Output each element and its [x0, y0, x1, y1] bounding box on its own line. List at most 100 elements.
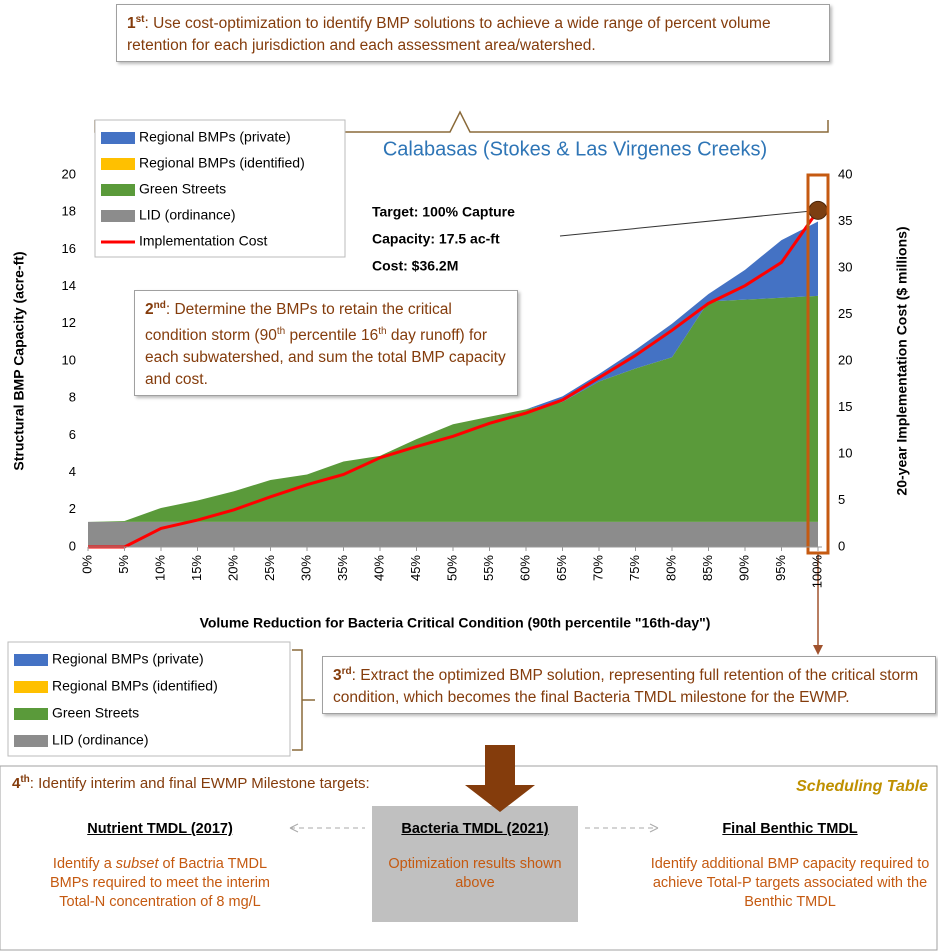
text: 4 — [12, 775, 21, 792]
text: Identify additional BMP capacity require… — [650, 856, 930, 910]
x-tick-label: 65% — [554, 555, 569, 581]
text: Final Benthic TMDL — [722, 821, 858, 837]
legend-label: Regional BMPs (identified) — [52, 678, 218, 694]
legend-label: Green Streets — [52, 705, 139, 721]
legend-label: Regional BMPs (identified) — [139, 155, 305, 171]
x-tick-label: 55% — [481, 555, 496, 581]
callout-text: Target: 100% Capture — [372, 204, 515, 220]
schedule-column: Final Benthic TMDL Identify additional BM… — [640, 820, 938, 912]
x-tick-label: 40% — [371, 555, 386, 581]
y2-axis-label: 20-year Implementation Cost ($ millions) — [894, 226, 910, 495]
y-tick-label: 10 — [62, 352, 76, 367]
y-tick-label: 8 — [69, 390, 76, 405]
schedule-column: Bacteria TMDL (2021) Optimization results… — [375, 820, 575, 893]
text: : Use cost-optimization to identify BMP … — [127, 15, 771, 55]
y2-tick-label: 20 — [838, 352, 852, 367]
cost-line — [88, 209, 820, 549]
text: st — [135, 14, 145, 25]
x-tick-label: 20% — [225, 555, 240, 581]
y2-tick-label: 30 — [838, 259, 852, 274]
plot — [88, 209, 820, 549]
legend — [7, 641, 291, 757]
y2-tick-label: 15 — [838, 399, 852, 414]
legend-swatch — [14, 681, 48, 693]
schedule-column: Nutrient TMDL (2017) Identify a subset of… — [35, 820, 285, 912]
x-tick-label: 85% — [700, 555, 715, 581]
step-box: 2nd: Determine the BMPs to retain the cr… — [134, 290, 518, 397]
legend-swatch — [14, 654, 48, 666]
y-tick-label: 16 — [62, 241, 76, 256]
y-axis-label: Structural BMP Capacity (acre-ft) — [11, 251, 27, 470]
x-tick-label: 100% — [809, 555, 824, 589]
legend-label: Implementation Cost — [139, 233, 268, 249]
step-box: 3rd: Extract the optimized BMP solution,… — [322, 656, 936, 715]
legend-swatch — [14, 735, 48, 747]
text: subset — [115, 856, 159, 872]
y-tick-label: 18 — [62, 204, 76, 219]
y2-tick-label: 35 — [838, 213, 852, 228]
text: rd — [341, 666, 352, 677]
chart-title: Calabasas (Stokes & Las Virgenes Creeks) — [383, 138, 767, 160]
area — [88, 521, 818, 547]
x-tick-label: 25% — [262, 555, 277, 581]
text: nd — [153, 300, 166, 311]
y-tick-label: 0 — [69, 538, 76, 553]
x-tick-label: 0% — [79, 555, 94, 574]
x-axis-label: Volume Reduction for Bacteria Critical C… — [200, 615, 711, 631]
legend-label: Green Streets — [139, 181, 226, 197]
legend — [94, 119, 346, 258]
x-tick-label: 70% — [590, 555, 605, 581]
schedule-title: Scheduling Table — [796, 778, 928, 795]
text: : Determine the BMPs to retain the criti… — [145, 301, 452, 345]
text: : Extract the optimized BMP solution, re… — [333, 667, 919, 707]
x-tick-label: 5% — [116, 555, 131, 574]
text: : Identify interim and final EWMP Milest… — [29, 775, 370, 792]
x-tick-label: 75% — [627, 555, 642, 581]
y2-tick-label: 0 — [838, 538, 845, 553]
y2-tick-label: 5 — [838, 492, 845, 507]
legend-swatch — [14, 708, 48, 720]
legend-swatch — [101, 132, 135, 144]
legend-label: LID (ordinance) — [139, 207, 236, 223]
x-tick-label: 95% — [773, 555, 788, 581]
arrowhead — [813, 645, 823, 655]
y-tick-label: 2 — [69, 501, 76, 516]
callout-text: Cost: $36.2M — [372, 258, 458, 274]
arrowhead — [649, 823, 659, 833]
column-text: Identify additional BMP capacity require… — [640, 855, 938, 912]
x-tick-label: 15% — [189, 555, 204, 581]
x-tick-label: 60% — [517, 555, 532, 581]
y-tick-label: 14 — [62, 278, 76, 293]
y-tick-label: 12 — [62, 315, 76, 330]
column-text: Identify a subset of Bactria TMDL BMPs r… — [35, 855, 285, 912]
y2-tick-label: 25 — [838, 306, 852, 321]
step-box: 1st: Use cost-optimization to identify B… — [116, 4, 830, 63]
text: 1 — [127, 15, 136, 33]
text: th — [20, 774, 30, 785]
y-tick-label: 6 — [69, 427, 76, 442]
text: of Bactria TMDL BMPs required to meet th… — [49, 856, 270, 910]
area — [88, 295, 818, 522]
brace — [292, 649, 315, 751]
legend-label: Regional BMPs (private) — [139, 129, 291, 145]
highlight-frame — [806, 173, 830, 555]
text: th — [276, 326, 286, 338]
y-tick-label: 20 — [62, 166, 76, 181]
x-tick-label: 50% — [444, 555, 459, 581]
column-text: Optimization results shown above — [375, 855, 575, 893]
x-tick-label: 35% — [335, 555, 350, 581]
callout-line — [559, 209, 819, 237]
x-tick-label: 10% — [152, 555, 167, 581]
legend-swatch — [101, 184, 135, 196]
step-text: 4th: Identify interim and final EWMP Mil… — [12, 774, 370, 792]
arrowhead — [289, 823, 299, 833]
text: Identify a — [52, 856, 116, 872]
x-tick-label: 90% — [736, 555, 751, 581]
x-tick-label: 80% — [663, 555, 678, 581]
callout-text: Capacity: 17.5 ac-ft — [372, 231, 500, 247]
y2-tick-label: 10 — [838, 445, 852, 460]
legend-swatch — [101, 210, 135, 222]
text: th — [378, 326, 387, 338]
